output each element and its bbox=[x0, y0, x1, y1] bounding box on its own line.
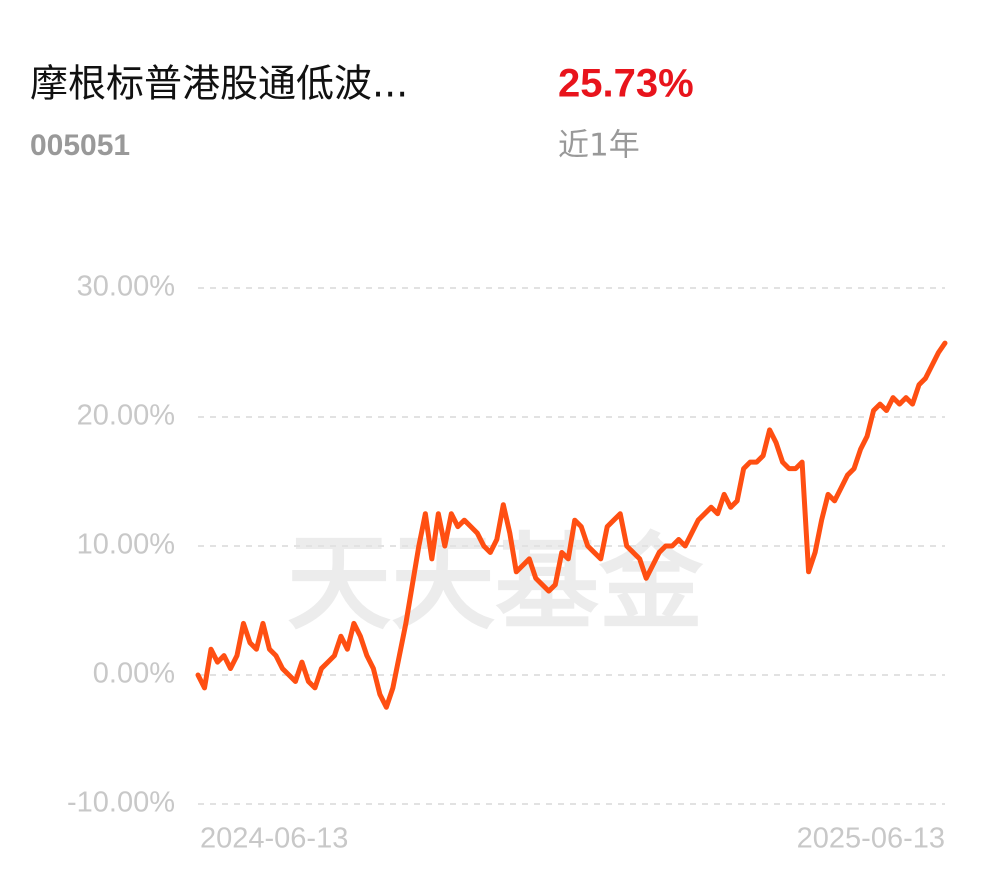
fund-code: 005051 bbox=[30, 129, 130, 162]
fund-return: 25.73% bbox=[558, 62, 694, 106]
y-tick-label: 20.00% bbox=[77, 400, 175, 432]
x-tick-label: 2025-06-13 bbox=[797, 823, 945, 855]
fund-line bbox=[195, 340, 948, 710]
return-period: 近1年 bbox=[558, 128, 640, 164]
x-tick-label: 2024-06-13 bbox=[200, 823, 348, 855]
y-tick-label: 30.00% bbox=[77, 271, 175, 303]
y-tick-label: 0.00% bbox=[93, 658, 175, 690]
y-tick-label: 10.00% bbox=[77, 529, 175, 561]
y-tick-label: -10.00% bbox=[67, 787, 175, 819]
fund-title: 摩根标普港股通低波... bbox=[30, 62, 408, 106]
